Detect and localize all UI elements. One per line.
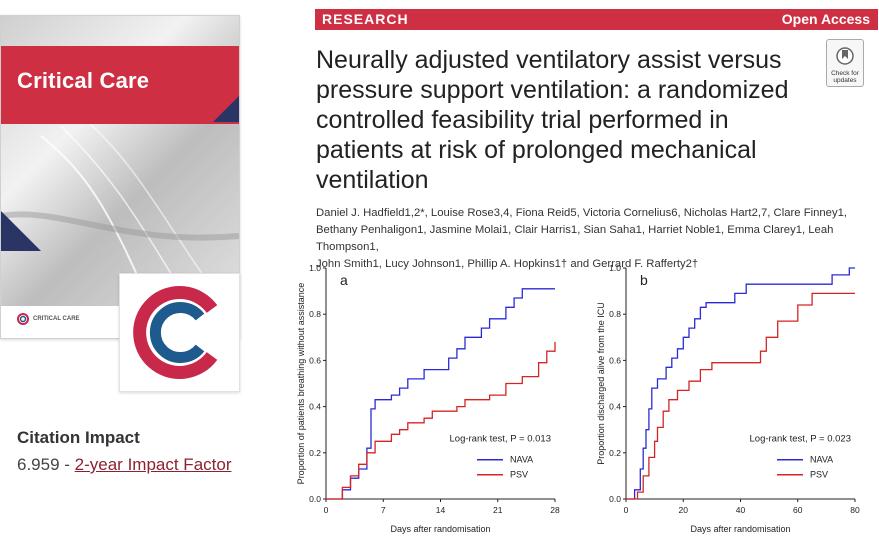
- section-label: RESEARCH: [322, 11, 409, 27]
- author-line-3: John Smith1, Lucy Johnson1, Phillip A. H…: [316, 256, 876, 273]
- x-tick-label: 7: [381, 505, 386, 515]
- y-axis-label: Proportion discharged alive from the ICU: [596, 302, 606, 465]
- legend-label-psv: PSV: [510, 470, 528, 480]
- y-tick-label: 1.0: [609, 263, 621, 273]
- chart-a: 0.0 0.2 0.4 0.6 0.8 1.0 0 7 14 21 28 Days after ran…: [296, 263, 560, 534]
- log-rank-annotation: Log-rank test, P = 0.023: [750, 433, 852, 444]
- x-tick-label: 80: [850, 505, 860, 515]
- legend-label-nava: NAVA: [510, 455, 533, 465]
- author-list: Daniel J. Hadfield1,2*, Louise Rose3,4, …: [316, 205, 876, 273]
- cover-triangle-top: [213, 96, 239, 122]
- series-line-psv: [626, 292, 855, 500]
- impact-factor-link[interactable]: 2-year Impact Factor: [74, 455, 232, 474]
- series-line-psv: [326, 341, 556, 500]
- panel-label: b: [640, 272, 648, 288]
- authors-1: Daniel J. Hadfield1,2*, Louise Rose3,4, …: [316, 207, 848, 219]
- series-line-nava: [626, 267, 855, 500]
- y-tick-label: 0.2: [309, 448, 321, 458]
- y-tick-label: 0.8: [609, 309, 621, 319]
- x-tick-label: 21: [493, 505, 503, 515]
- legend-label-nava: NAVA: [810, 455, 833, 465]
- author-line-2: Bethany Penhaligon1, Jasmine Molai1, Cla…: [316, 222, 876, 256]
- y-tick-label: 1.0: [309, 263, 321, 273]
- check-updates-label: Check for updates: [831, 70, 859, 84]
- cover-journal-title: Critical Care: [17, 68, 150, 93]
- x-axis-label: Days after randomisation: [690, 524, 790, 534]
- legend-label-psv: PSV: [810, 470, 828, 480]
- y-tick-label: 0.2: [609, 448, 621, 458]
- log-rank-annotation: Log-rank test, P = 0.013: [450, 433, 552, 444]
- impact-separator: -: [59, 455, 75, 474]
- check-updates-icon: [836, 47, 854, 65]
- chart-b: 0.0 0.2 0.4 0.6 0.8 1.0 0 20 40 60 80 Days after ra…: [596, 263, 860, 534]
- y-tick-label: 0.0: [309, 494, 321, 504]
- critical-care-logo-icon: [133, 286, 218, 379]
- open-access-label[interactable]: Open Access: [781, 11, 870, 27]
- x-tick-label: 0: [324, 505, 329, 515]
- cover-footer-logo-icon: [17, 313, 29, 325]
- cover-band: [1, 46, 239, 124]
- paper-title: Neurally adjusted ventilatory assist ver…: [316, 46, 789, 194]
- y-tick-label: 0.6: [609, 355, 621, 365]
- logo-box: [119, 273, 240, 392]
- article-banner: RESEARCH Open Access: [315, 9, 878, 30]
- x-tick-label: 0: [624, 505, 629, 515]
- x-tick-label: 60: [793, 505, 803, 515]
- check-for-updates-button[interactable]: Check for updates: [826, 39, 864, 87]
- authors-3: John Smith1, Lucy Johnson1, Phillip A. H…: [316, 258, 699, 270]
- series-line-nava: [326, 288, 555, 500]
- y-tick-label: 0.4: [609, 402, 621, 412]
- y-tick-label: 0.0: [609, 494, 621, 504]
- y-tick-label: 0.8: [309, 309, 321, 319]
- y-tick-label: 0.4: [309, 402, 321, 412]
- x-tick-label: 20: [679, 505, 689, 515]
- citation-impact-heading: Citation Impact: [17, 428, 140, 447]
- cover-triangle-left: [1, 211, 41, 251]
- panel-label: a: [340, 272, 348, 288]
- x-tick-label: 14: [436, 505, 446, 515]
- x-axis-label: Days after randomisation: [390, 524, 490, 534]
- y-tick-label: 0.6: [309, 355, 321, 365]
- x-tick-label: 28: [550, 505, 560, 515]
- author-line-1: Daniel J. Hadfield1,2*, Louise Rose3,4, …: [316, 205, 876, 222]
- authors-2: Bethany Penhaligon1, Jasmine Molai1, Cla…: [316, 224, 834, 253]
- x-tick-label: 40: [736, 505, 746, 515]
- citation-impact-line: 6.959 - 2-year Impact Factor: [17, 455, 231, 475]
- impact-factor-value: 6.959: [17, 455, 60, 474]
- y-axis-label: Proportion of patients breathing without…: [296, 283, 306, 485]
- cover-footer-text: CRITICAL CARE: [33, 316, 80, 322]
